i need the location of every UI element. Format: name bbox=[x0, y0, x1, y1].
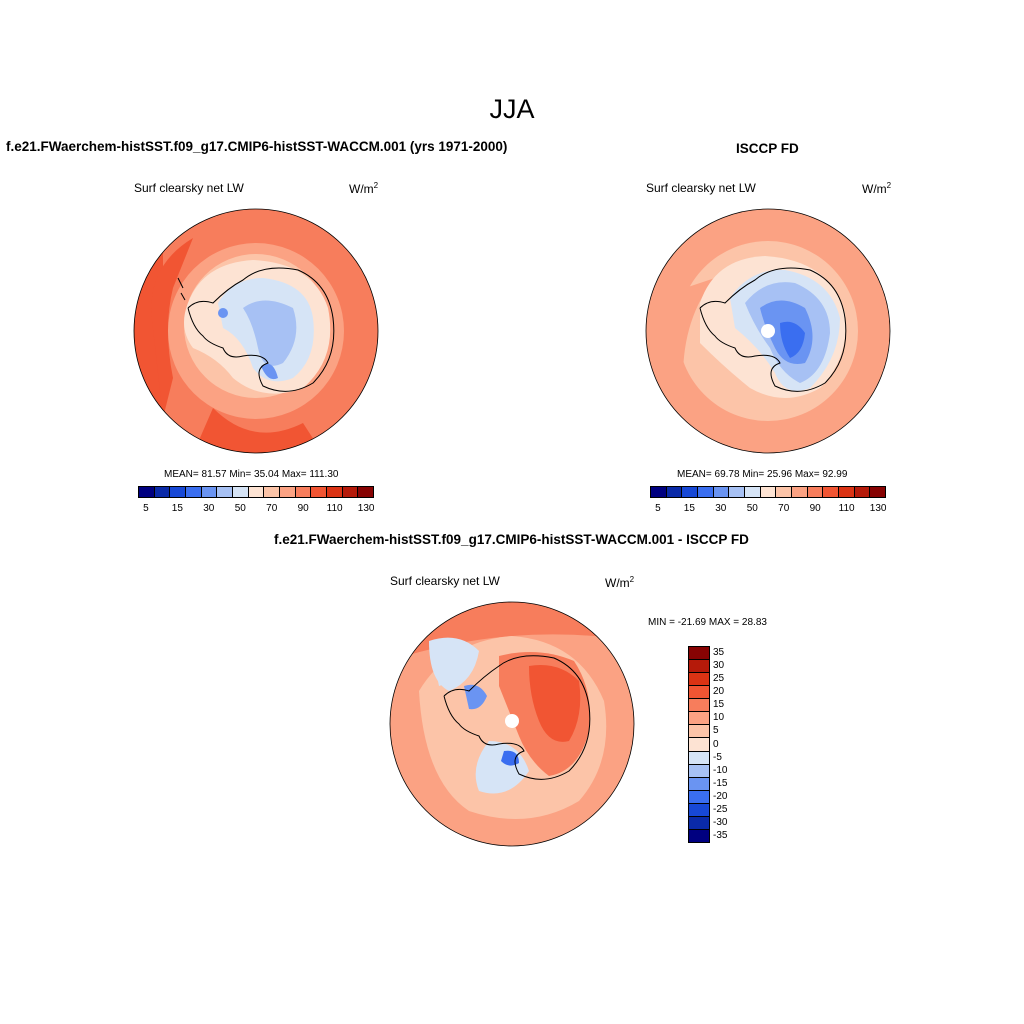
panel2-units: W/m2 bbox=[862, 181, 892, 196]
panel1-units: W/m2 bbox=[349, 181, 379, 196]
panel3-variable-label: Surf clearsky net LW bbox=[390, 574, 500, 588]
colorbar-swatch bbox=[689, 699, 709, 713]
panel1-stats: MEAN= 81.57 Min= 35.04 Max= 111.30 bbox=[164, 469, 339, 480]
colorbar-swatch bbox=[839, 487, 855, 497]
colorbar-swatch bbox=[186, 487, 202, 497]
colorbar-swatch bbox=[689, 712, 709, 726]
colorbar-tick-label: -20 bbox=[713, 791, 728, 803]
colorbar-swatch bbox=[689, 764, 709, 778]
colorbar-tick-label: 5 bbox=[713, 725, 719, 737]
colorbar-swatch bbox=[311, 487, 328, 497]
panel1-map bbox=[133, 208, 379, 454]
colorbar-swatch bbox=[689, 777, 709, 791]
panel3-stats: MIN = -21.69 MAX = 28.83 bbox=[648, 617, 767, 628]
colorbar-tick-label: 110 bbox=[326, 503, 343, 514]
colorbar-tick-label: 70 bbox=[266, 503, 278, 514]
colorbar-swatch bbox=[713, 487, 730, 497]
colorbar-swatch bbox=[689, 829, 709, 842]
panel1-variable-label: Surf clearsky net LW bbox=[134, 181, 244, 195]
panel3-units: W/m2 bbox=[605, 575, 635, 590]
panel3-colorbar bbox=[688, 646, 710, 843]
panel3-map bbox=[389, 601, 635, 847]
colorbar-swatch bbox=[217, 487, 234, 497]
colorbar-swatch bbox=[807, 487, 824, 497]
colorbar-swatch bbox=[760, 487, 777, 497]
panel2-variable-label: Surf clearsky net LW bbox=[646, 181, 756, 195]
colorbar-swatch bbox=[854, 487, 871, 497]
main-title: JJA bbox=[489, 94, 535, 124]
panel2-title: ISCCP FD bbox=[736, 141, 799, 156]
colorbar-swatch bbox=[327, 487, 343, 497]
colorbar-tick-label: 15 bbox=[171, 503, 183, 514]
panel1-title: f.e21.FWaerchem-histSST.f09_g17.CMIP6-hi… bbox=[6, 139, 508, 154]
colorbar-swatch bbox=[689, 725, 709, 739]
colorbar-tick-label: 130 bbox=[869, 503, 887, 514]
colorbar-tick-label: -15 bbox=[713, 777, 728, 789]
colorbar-swatch bbox=[154, 487, 171, 497]
colorbar-tick-label: 50 bbox=[234, 503, 246, 514]
colorbar-swatch bbox=[689, 790, 709, 804]
colorbar-tick-label: -5 bbox=[713, 751, 722, 763]
colorbar-tick-label: 30 bbox=[715, 503, 727, 514]
colorbar-swatch bbox=[233, 487, 249, 497]
colorbar-swatch bbox=[280, 487, 296, 497]
colorbar-tick-label: -35 bbox=[713, 830, 728, 842]
colorbar-swatch bbox=[689, 660, 709, 674]
panel1-colorbar bbox=[138, 486, 374, 498]
colorbar-tick-label: 110 bbox=[838, 503, 855, 514]
colorbar-tick-label: 0 bbox=[713, 738, 719, 750]
colorbar-tick-label: 90 bbox=[809, 503, 821, 514]
colorbar-tick-label: -25 bbox=[713, 804, 728, 816]
colorbar-swatch bbox=[729, 487, 746, 497]
colorbar-swatch bbox=[698, 487, 714, 497]
colorbar-tick-label: 15 bbox=[713, 699, 725, 711]
colorbar-swatch bbox=[689, 751, 709, 765]
colorbar-swatch bbox=[295, 487, 312, 497]
colorbar-swatch bbox=[264, 487, 281, 497]
colorbar-swatch bbox=[689, 738, 709, 752]
colorbar-swatch bbox=[689, 816, 709, 830]
panel3-title: f.e21.FWaerchem-histSST.f09_g17.CMIP6-hi… bbox=[274, 532, 749, 547]
colorbar-swatch bbox=[342, 487, 359, 497]
colorbar-swatch bbox=[170, 487, 187, 497]
colorbar-tick-label: 20 bbox=[713, 685, 725, 697]
colorbar-swatch bbox=[689, 686, 709, 700]
colorbar-tick-label: 90 bbox=[297, 503, 309, 514]
colorbar-tick-label: 15 bbox=[683, 503, 695, 514]
colorbar-tick-label: 5 bbox=[143, 503, 149, 514]
colorbar-tick-label: -30 bbox=[713, 817, 728, 829]
colorbar-tick-label: 25 bbox=[713, 672, 725, 684]
panel2-stats: MEAN= 69.78 Min= 25.96 Max= 92.99 bbox=[677, 469, 848, 480]
colorbar-tick-label: -10 bbox=[713, 764, 728, 776]
colorbar-swatch bbox=[248, 487, 265, 497]
colorbar-swatch bbox=[651, 487, 667, 497]
colorbar-swatch bbox=[682, 487, 699, 497]
panel3-colorbar-ticks: 35 30 25 20 15 10 5 0 -5 -10 -15 -20 -25 -30 -35 bbox=[713, 646, 753, 843]
colorbar-tick-label: 30 bbox=[203, 503, 215, 514]
colorbar-swatch bbox=[689, 673, 709, 687]
colorbar-swatch bbox=[823, 487, 840, 497]
colorbar-swatch bbox=[745, 487, 761, 497]
panel2-map bbox=[645, 208, 891, 454]
colorbar-tick-label: 50 bbox=[746, 503, 758, 514]
colorbar-swatch bbox=[870, 487, 886, 497]
colorbar-tick-label: 35 bbox=[713, 646, 725, 658]
colorbar-swatch bbox=[689, 803, 709, 817]
colorbar-tick-label: 130 bbox=[357, 503, 375, 514]
colorbar-swatch bbox=[689, 647, 709, 661]
colorbar-tick-label: 70 bbox=[778, 503, 790, 514]
colorbar-tick-label: 10 bbox=[713, 712, 725, 724]
panel2-colorbar bbox=[650, 486, 886, 498]
colorbar-tick-label: 30 bbox=[713, 659, 725, 671]
colorbar-swatch bbox=[139, 487, 155, 497]
colorbar-swatch bbox=[776, 487, 793, 497]
colorbar-swatch bbox=[666, 487, 683, 497]
panel2-colorbar-ticks: 5 15 30 50 70 90 110 130 bbox=[650, 503, 886, 517]
colorbar-swatch bbox=[792, 487, 808, 497]
colorbar-swatch bbox=[201, 487, 218, 497]
colorbar-tick-label: 5 bbox=[655, 503, 661, 514]
colorbar-swatch bbox=[358, 487, 374, 497]
panel1-colorbar-ticks: 5 15 30 50 70 90 110 130 bbox=[138, 503, 374, 517]
